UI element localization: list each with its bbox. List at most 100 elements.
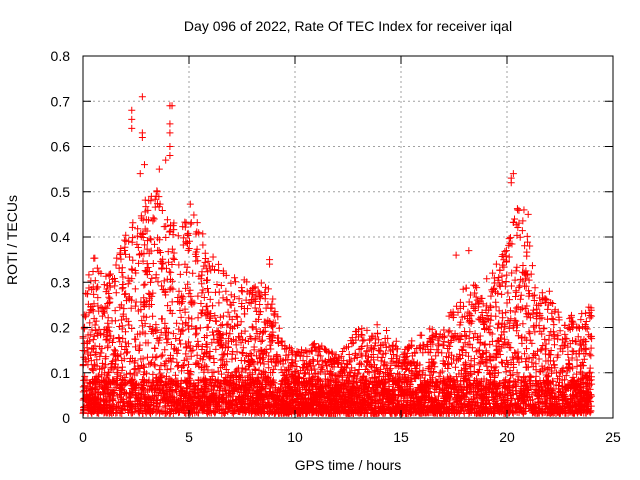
data-point <box>529 306 537 314</box>
data-point <box>148 292 156 300</box>
data-point <box>340 366 348 374</box>
data-point <box>168 277 176 285</box>
data-point <box>391 361 399 369</box>
data-point <box>117 372 125 380</box>
data-point <box>249 324 257 332</box>
data-point <box>311 365 319 373</box>
data-point <box>141 320 149 328</box>
data-point <box>439 389 447 397</box>
data-point <box>447 338 455 346</box>
data-point <box>164 302 172 310</box>
data-point <box>525 276 533 284</box>
data-point <box>510 363 518 371</box>
data-point <box>359 337 367 345</box>
data-point <box>505 241 513 249</box>
data-point <box>552 381 560 389</box>
data-point <box>578 361 586 369</box>
data-point <box>113 373 121 381</box>
data-point <box>440 338 448 346</box>
data-point <box>151 195 159 203</box>
data-point <box>167 284 175 292</box>
data-point <box>169 355 177 363</box>
data-point <box>354 326 362 334</box>
data-point <box>215 330 223 338</box>
data-point <box>192 253 200 261</box>
data-point <box>251 304 259 312</box>
data-point <box>451 363 459 371</box>
data-point <box>100 326 108 334</box>
data-point <box>90 290 98 298</box>
data-point <box>223 297 231 305</box>
data-point <box>258 336 266 344</box>
data-point <box>160 360 168 368</box>
data-point <box>505 235 513 243</box>
data-point <box>497 323 505 331</box>
data-point <box>80 339 88 347</box>
data-point <box>204 323 212 331</box>
data-point <box>178 295 186 303</box>
data-point <box>97 329 105 337</box>
data-point <box>507 371 515 379</box>
data-point <box>141 280 149 288</box>
data-point <box>419 392 427 400</box>
data-point <box>202 303 210 311</box>
data-point <box>516 233 524 241</box>
data-point <box>528 358 536 366</box>
data-point <box>531 328 539 336</box>
data-point <box>582 309 590 317</box>
data-point <box>377 357 385 365</box>
data-point <box>202 264 210 272</box>
data-point <box>135 259 143 267</box>
data-point <box>213 281 221 289</box>
data-point <box>122 231 130 239</box>
data-point <box>201 258 209 266</box>
data-point <box>95 409 103 417</box>
data-point <box>256 294 264 302</box>
data-point <box>167 392 175 400</box>
data-point <box>424 348 432 356</box>
data-point <box>135 365 143 373</box>
data-point <box>370 368 378 376</box>
data-point <box>535 355 543 363</box>
data-point <box>136 250 144 258</box>
data-point <box>412 361 420 369</box>
data-point <box>505 343 513 351</box>
data-point <box>301 369 309 377</box>
data-point <box>459 285 467 293</box>
data-point <box>456 298 464 306</box>
data-point <box>407 367 415 375</box>
data-point <box>160 277 168 285</box>
data-point <box>118 264 126 272</box>
data-point <box>468 301 476 309</box>
data-point <box>271 362 279 370</box>
data-point <box>188 315 196 323</box>
data-point <box>182 350 190 358</box>
data-point <box>231 354 239 362</box>
data-point <box>532 360 540 368</box>
data-point <box>308 376 316 384</box>
data-point <box>85 284 93 292</box>
data-point <box>134 307 142 315</box>
data-point <box>119 334 127 342</box>
data-point <box>413 344 421 352</box>
data-point <box>340 357 348 365</box>
data-point <box>388 346 396 354</box>
data-point <box>120 355 128 363</box>
data-point <box>535 322 543 330</box>
data-point <box>285 351 293 359</box>
data-point <box>478 390 486 398</box>
data-point <box>144 216 152 224</box>
data-point <box>550 330 558 338</box>
data-point <box>102 361 110 369</box>
data-point <box>372 364 380 372</box>
data-point <box>164 335 172 343</box>
data-point <box>577 316 585 324</box>
data-point <box>150 215 158 223</box>
data-point <box>234 364 242 372</box>
data-point <box>339 372 347 380</box>
data-point <box>215 266 223 274</box>
data-point <box>292 368 300 376</box>
data-point <box>436 384 444 392</box>
data-point <box>117 245 125 253</box>
data-point <box>195 272 203 280</box>
